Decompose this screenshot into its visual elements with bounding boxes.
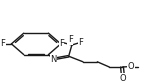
Text: O: O xyxy=(128,62,135,71)
Text: F: F xyxy=(78,38,83,47)
Text: F: F xyxy=(59,39,64,48)
Text: O: O xyxy=(119,74,126,83)
Text: F: F xyxy=(0,39,5,48)
Text: N: N xyxy=(50,55,57,64)
Text: F: F xyxy=(68,35,73,44)
